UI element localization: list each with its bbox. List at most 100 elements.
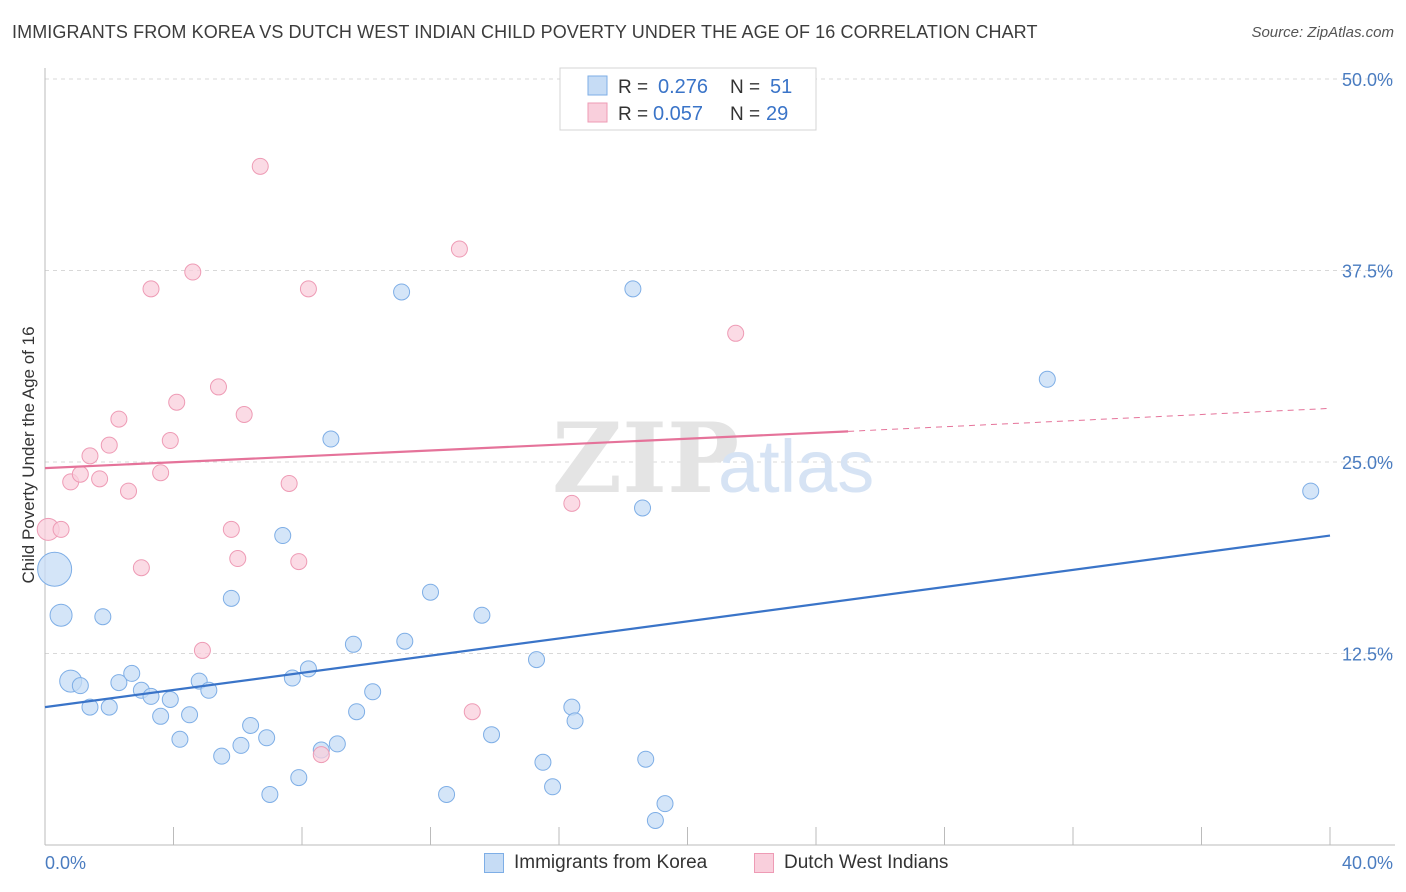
point-korea	[473, 606, 491, 624]
point-korea	[563, 698, 581, 716]
point-korea	[624, 280, 642, 298]
point-korea	[438, 785, 456, 803]
point-korea	[261, 785, 279, 803]
point-korea	[49, 603, 73, 627]
x-tick-label: 40.0%	[1342, 853, 1393, 873]
point-korea	[322, 430, 340, 448]
point-korea	[364, 683, 382, 701]
point-korea	[290, 769, 308, 787]
series-legend-item-korea[interactable]: Immigrants from Korea	[484, 852, 707, 874]
point-dutch	[81, 447, 99, 465]
point-dutch	[463, 703, 481, 721]
trendline-dutch-extension	[848, 407, 1331, 432]
point-korea	[656, 795, 674, 813]
point-dutch	[184, 263, 202, 281]
point-dutch	[168, 393, 186, 411]
y-tick-label: 25.0%	[1342, 453, 1393, 473]
series-swatch-dutch	[754, 853, 774, 873]
point-korea	[81, 698, 99, 716]
point-dutch	[280, 474, 298, 492]
point-dutch	[222, 520, 240, 538]
point-dutch	[91, 470, 109, 488]
point-dutch	[299, 280, 317, 298]
point-korea	[566, 712, 584, 730]
point-korea	[544, 778, 562, 796]
point-korea	[71, 677, 89, 695]
point-dutch	[193, 641, 211, 659]
watermark: ZIP atlas	[552, 402, 874, 515]
legend-swatch-korea	[587, 75, 608, 96]
watermark-atlas: atlas	[718, 425, 874, 508]
point-dutch	[161, 432, 179, 450]
y-tick-label: 50.0%	[1342, 70, 1393, 90]
point-korea	[1038, 370, 1056, 388]
series-legend-label: Immigrants from Korea	[514, 852, 708, 873]
point-dutch	[450, 240, 468, 258]
point-korea	[396, 632, 414, 650]
source-credit: Source: ZipAtlas.com	[1251, 24, 1394, 41]
point-dutch	[251, 157, 269, 175]
point-korea	[232, 736, 250, 754]
point-dutch	[132, 559, 150, 577]
point-korea	[422, 583, 439, 601]
point-korea	[534, 753, 552, 771]
legend-n-label: N =	[730, 104, 760, 125]
legend-swatch-dutch	[587, 102, 608, 123]
watermark-zip: ZIP	[552, 402, 739, 515]
point-dutch	[52, 520, 70, 538]
point-korea	[328, 735, 346, 753]
point-dutch	[110, 410, 128, 428]
point-dutch	[142, 280, 160, 298]
series-legend-item-dutch[interactable]: Dutch West Indians	[754, 852, 948, 874]
y-axis-label: Child Poverty Under the Age of 16	[19, 326, 38, 583]
legend-r-value-korea: 0.276	[658, 76, 708, 98]
point-korea	[348, 703, 366, 721]
grid-layer	[45, 78, 1395, 654]
point-korea	[528, 651, 546, 669]
point-dutch	[100, 436, 118, 454]
point-dutch	[71, 465, 89, 483]
legend-r-label: R =	[618, 104, 648, 125]
point-korea	[110, 674, 128, 692]
point-dutch	[235, 406, 253, 424]
y-tick-label: 37.5%	[1342, 262, 1393, 282]
point-korea	[1302, 482, 1320, 500]
legend: R = 0.276 N = 51 R = 0.057 N = 29	[559, 67, 817, 131]
point-korea	[123, 664, 141, 682]
point-korea	[222, 589, 240, 607]
point-dutch	[229, 550, 247, 568]
point-korea	[94, 608, 112, 626]
series-swatch-korea	[484, 853, 504, 873]
point-korea	[152, 707, 170, 725]
x-tick-label: 0.0%	[45, 853, 86, 873]
point-korea	[637, 750, 655, 768]
tick-labels: 12.5% 25.0% 37.5% 50.0% 0.0% 40.0%	[45, 70, 1393, 873]
point-korea	[646, 811, 664, 829]
point-korea	[634, 499, 652, 517]
point-korea	[258, 729, 276, 747]
series-legend: Immigrants from Korea Dutch West Indians	[0, 852, 1406, 878]
point-korea	[242, 717, 260, 735]
point-korea	[171, 730, 189, 748]
point-korea	[142, 687, 160, 705]
point-korea	[483, 726, 501, 744]
point-korea	[213, 747, 231, 765]
point-korea	[37, 551, 73, 587]
point-dutch	[120, 482, 138, 500]
axes-layer	[44, 68, 1395, 846]
point-dutch	[152, 464, 170, 482]
point-korea	[344, 635, 362, 653]
points-layer	[36, 157, 1320, 829]
point-korea	[299, 660, 317, 678]
point-dutch	[312, 746, 330, 764]
trendline-dutch	[44, 430, 849, 470]
point-dutch	[727, 324, 745, 342]
trend-layer	[44, 407, 1331, 709]
trendline-korea	[44, 534, 1331, 709]
y-tick-label: 12.5%	[1342, 645, 1393, 665]
legend-n-value-dutch: 29	[766, 103, 788, 125]
legend-r-label: R =	[618, 77, 648, 98]
point-dutch	[563, 494, 581, 512]
point-korea	[181, 706, 199, 724]
